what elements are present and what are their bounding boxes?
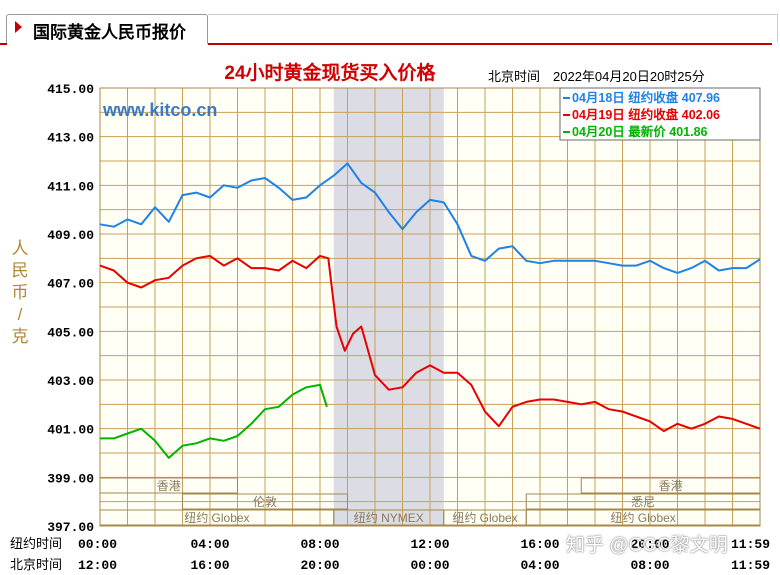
plot-border: [99, 87, 761, 527]
legend-entry: 04月18日 纽约收盘 407.96: [572, 90, 720, 105]
session-label: 香港: [659, 479, 683, 493]
x-tick-label: 04:00: [520, 558, 559, 573]
x-tick-label: 11:59: [731, 558, 770, 573]
session-box: [580, 477, 761, 494]
y-tick-label: 403.00: [47, 374, 94, 389]
legend-box: [559, 87, 761, 141]
y-tick-label: 397.00: [47, 520, 94, 535]
y-tick-label: 413.00: [47, 131, 94, 146]
chart-title: 24小时黄金现货买入价格: [224, 61, 436, 84]
y-axis-label-char: 币: [12, 283, 29, 302]
session-box: [525, 493, 761, 510]
tab-bar-border: [208, 14, 778, 42]
tab-underline: [208, 43, 772, 45]
session-label: 纽约 Globex: [610, 510, 675, 525]
caret-right-icon: [15, 21, 22, 33]
y-axis-label-char: /: [18, 305, 23, 324]
legend-entry: 04月19日 纽约收盘 402.06: [572, 107, 720, 122]
session-box: [99, 477, 238, 494]
session-label: 悉尼: [631, 495, 655, 509]
y-tick-label: 407.00: [47, 277, 94, 292]
x-tick-label: 16:00: [190, 558, 229, 573]
tab-gold-rmb-price[interactable]: 国际黄金人民币报价: [6, 14, 208, 44]
y-tick-label: 401.00: [47, 423, 94, 438]
session-box: [525, 509, 761, 526]
site-watermark: www.kitco.cn: [102, 100, 217, 120]
y-axis-label-char: 人: [12, 239, 29, 258]
y-tick-label: 399.00: [47, 471, 94, 486]
x-tick-label: 08:00: [630, 558, 669, 573]
tab-underline-left: [0, 43, 7, 45]
y-tick-label: 415.00: [47, 82, 94, 97]
series-line-04月19日: [99, 254, 761, 433]
x-tick-label: 16:00: [520, 537, 559, 552]
y-axis-label-char: 克: [12, 327, 29, 346]
x-tick-label: 20:00: [300, 558, 339, 573]
x-tick-label: 00:00: [410, 558, 449, 573]
x-tick-label: 04:00: [190, 537, 229, 552]
x-tick-label: 11:59: [731, 537, 770, 552]
x-row-label: 北京时间: [10, 557, 62, 572]
session-box: [182, 493, 348, 510]
y-axis-label: 人民币 / 克: [12, 239, 29, 346]
y-tick-label: 405.00: [47, 325, 94, 340]
session-label: 纽约 Globex: [452, 510, 517, 525]
x-tick-label: 08:00: [300, 537, 339, 552]
zhihu-watermark: 知乎 @CGC黎文明: [566, 535, 728, 556]
x-tick-label: 12:00: [78, 558, 117, 573]
session-label: 香港: [157, 479, 181, 493]
legend-entry: 04月20日 最新价 401.86: [572, 124, 708, 139]
tab-title: 国际黄金人民币报价: [33, 23, 186, 42]
x-row-label: 纽约时间: [10, 536, 62, 551]
y-tick-label: 411.00: [47, 179, 94, 194]
x-tick-label: 20:00: [630, 537, 669, 552]
chart-timestamp: 北京时间 2022年04月20日20时25分: [488, 69, 705, 84]
series-line-04月18日: [99, 162, 761, 274]
legend: 04月18日 纽约收盘 407.96 04月19日 纽约收盘 402.06 04月2…: [559, 87, 761, 141]
y-tick-label: 409.00: [47, 228, 94, 243]
series-line-04月20日: [100, 383, 328, 459]
session-label: 纽约 NYMEX: [354, 510, 424, 525]
x-tick-label: 00:00: [78, 537, 117, 552]
session-label: 伦敦: [253, 494, 277, 509]
session-label: 纽约 Globex: [184, 510, 249, 525]
x-tick-label: 12:00: [410, 537, 449, 552]
tab-bar: 国际黄金人民币报价: [0, 0, 780, 46]
y-axis-label-char: 民: [12, 261, 29, 280]
